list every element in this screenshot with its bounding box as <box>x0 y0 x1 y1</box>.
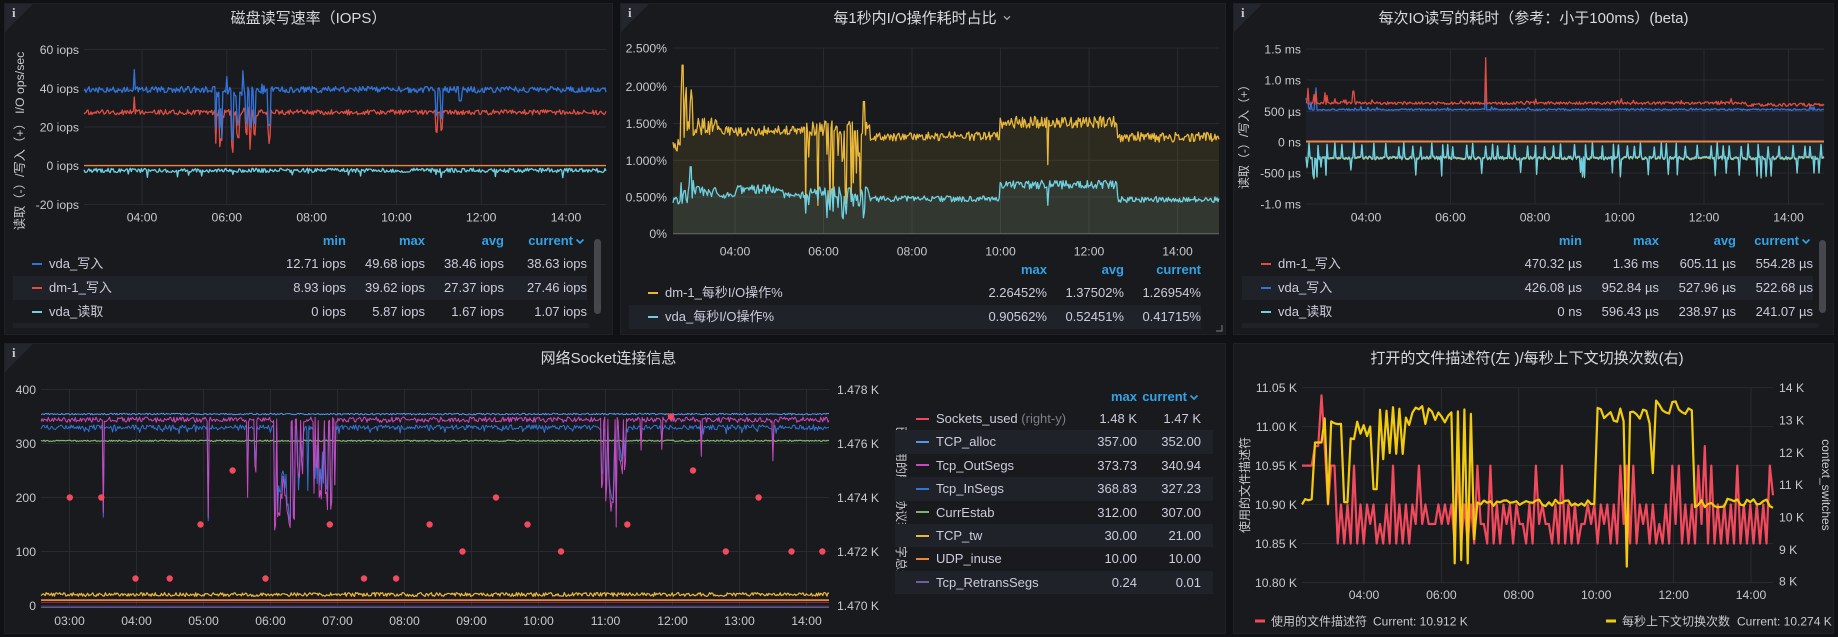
svg-text:10 K: 10 K <box>1779 511 1804 525</box>
svg-text:14:00: 14:00 <box>791 614 822 628</box>
svg-text:06:00: 06:00 <box>255 614 286 628</box>
svg-text:12:00: 12:00 <box>466 211 497 225</box>
svg-text:14:00: 14:00 <box>1162 245 1193 259</box>
svg-text:使用的文件描述符: 使用的文件描述符 <box>1271 614 1367 629</box>
svg-text:12:00: 12:00 <box>657 614 688 628</box>
svg-text:200: 200 <box>16 491 37 505</box>
svg-text:-500 µs: -500 µs <box>1260 167 1301 181</box>
svg-text:读取（-）/写入（+）: 读取（-）/写入（+） <box>1237 79 1251 189</box>
svg-text:04:00: 04:00 <box>127 211 158 225</box>
svg-text:100: 100 <box>16 545 37 559</box>
svg-text:10:00: 10:00 <box>381 211 412 225</box>
svg-text:读取（-）/写入（+） I/O ops/sec: 读取（-）/写入（+） I/O ops/sec <box>13 52 27 231</box>
svg-text:04:00: 04:00 <box>1351 211 1382 225</box>
svg-text:10.85 K: 10.85 K <box>1255 537 1297 551</box>
svg-text:08:00: 08:00 <box>389 614 420 628</box>
svg-text:9 K: 9 K <box>1779 543 1797 557</box>
svg-text:14:00: 14:00 <box>551 211 582 225</box>
svg-text:06:00: 06:00 <box>212 211 243 225</box>
svg-text:05:00: 05:00 <box>188 614 219 628</box>
svg-text:500 µs: 500 µs <box>1264 105 1301 119</box>
svg-text:2.000%: 2.000% <box>626 80 667 94</box>
svg-text:1.476 K: 1.476 K <box>837 437 879 451</box>
svg-text:06:00: 06:00 <box>808 245 839 259</box>
svg-text:-20 iops: -20 iops <box>36 198 79 212</box>
svg-text:300: 300 <box>16 437 37 451</box>
svg-text:使用的文件描述符: 使用的文件描述符 <box>1237 437 1252 533</box>
svg-text:10.90 K: 10.90 K <box>1255 498 1297 512</box>
svg-text:0%: 0% <box>649 227 667 241</box>
svg-text:0 ns: 0 ns <box>1278 136 1301 150</box>
svg-text:0 iops: 0 iops <box>46 159 79 173</box>
svg-text:8 K: 8 K <box>1779 575 1797 589</box>
svg-text:40 iops: 40 iops <box>40 82 79 96</box>
svg-text:12 K: 12 K <box>1779 446 1804 460</box>
svg-text:400: 400 <box>16 383 37 397</box>
svg-text:Current: 10.912 K: Current: 10.912 K <box>1373 615 1468 629</box>
svg-text:14:00: 14:00 <box>1773 211 1804 225</box>
svg-text:12:00: 12:00 <box>1074 245 1105 259</box>
svg-text:04:00: 04:00 <box>121 614 152 628</box>
svg-text:04:00: 04:00 <box>720 245 751 259</box>
svg-text:20 iops: 20 iops <box>40 121 79 135</box>
svg-text:1.500%: 1.500% <box>626 117 667 131</box>
svg-text:10:00: 10:00 <box>523 614 554 628</box>
svg-text:1.5 ms: 1.5 ms <box>1264 43 1301 57</box>
svg-text:1.470 K: 1.470 K <box>837 599 879 613</box>
svg-text:09:00: 09:00 <box>456 614 487 628</box>
svg-text:每秒上下文切换次数: 每秒上下文切换次数 <box>1622 614 1730 629</box>
svg-text:Current: 10.274 K: Current: 10.274 K <box>1737 615 1832 629</box>
svg-text:14:00: 14:00 <box>1736 588 1767 602</box>
svg-text:1.474 K: 1.474 K <box>837 491 879 505</box>
svg-text:-1.0 ms: -1.0 ms <box>1260 198 1301 212</box>
svg-text:11.00 K: 11.00 K <box>1256 420 1297 434</box>
svg-text:1.472 K: 1.472 K <box>837 545 879 559</box>
svg-text:13:00: 13:00 <box>724 614 755 628</box>
svg-text:13 K: 13 K <box>1779 414 1804 428</box>
svg-text:08:00: 08:00 <box>897 245 928 259</box>
svg-text:03:00: 03:00 <box>54 614 85 628</box>
svg-text:07:00: 07:00 <box>322 614 353 628</box>
svg-text:1.000%: 1.000% <box>626 154 667 168</box>
svg-text:10:00: 10:00 <box>1581 588 1612 602</box>
svg-text:08:00: 08:00 <box>296 211 327 225</box>
svg-text:10.80 K: 10.80 K <box>1255 576 1297 590</box>
svg-text:04:00: 04:00 <box>1349 588 1380 602</box>
svg-text:06:00: 06:00 <box>1426 588 1457 602</box>
svg-text:11:00: 11:00 <box>591 614 621 628</box>
svg-text:14 K: 14 K <box>1779 381 1804 395</box>
svg-text:10:00: 10:00 <box>985 245 1016 259</box>
svg-text:08:00: 08:00 <box>1520 211 1551 225</box>
svg-text:06:00: 06:00 <box>1435 211 1466 225</box>
svg-text:1.0 ms: 1.0 ms <box>1264 74 1301 88</box>
svg-text:context_switches: context_switches <box>1819 439 1833 530</box>
svg-text:10.95 K: 10.95 K <box>1255 459 1297 473</box>
svg-text:60 iops: 60 iops <box>40 43 79 57</box>
svg-text:08:00: 08:00 <box>1504 588 1535 602</box>
svg-text:0: 0 <box>29 599 36 613</box>
svg-text:11.05 K: 11.05 K <box>1256 381 1297 395</box>
svg-text:10:00: 10:00 <box>1604 211 1635 225</box>
svg-text:2.500%: 2.500% <box>626 42 667 56</box>
svg-text:1.478 K: 1.478 K <box>837 383 879 397</box>
svg-text:0.500%: 0.500% <box>626 191 667 205</box>
svg-text:11 K: 11 K <box>1779 478 1803 492</box>
svg-text:12:00: 12:00 <box>1658 588 1689 602</box>
svg-text:12:00: 12:00 <box>1689 211 1720 225</box>
